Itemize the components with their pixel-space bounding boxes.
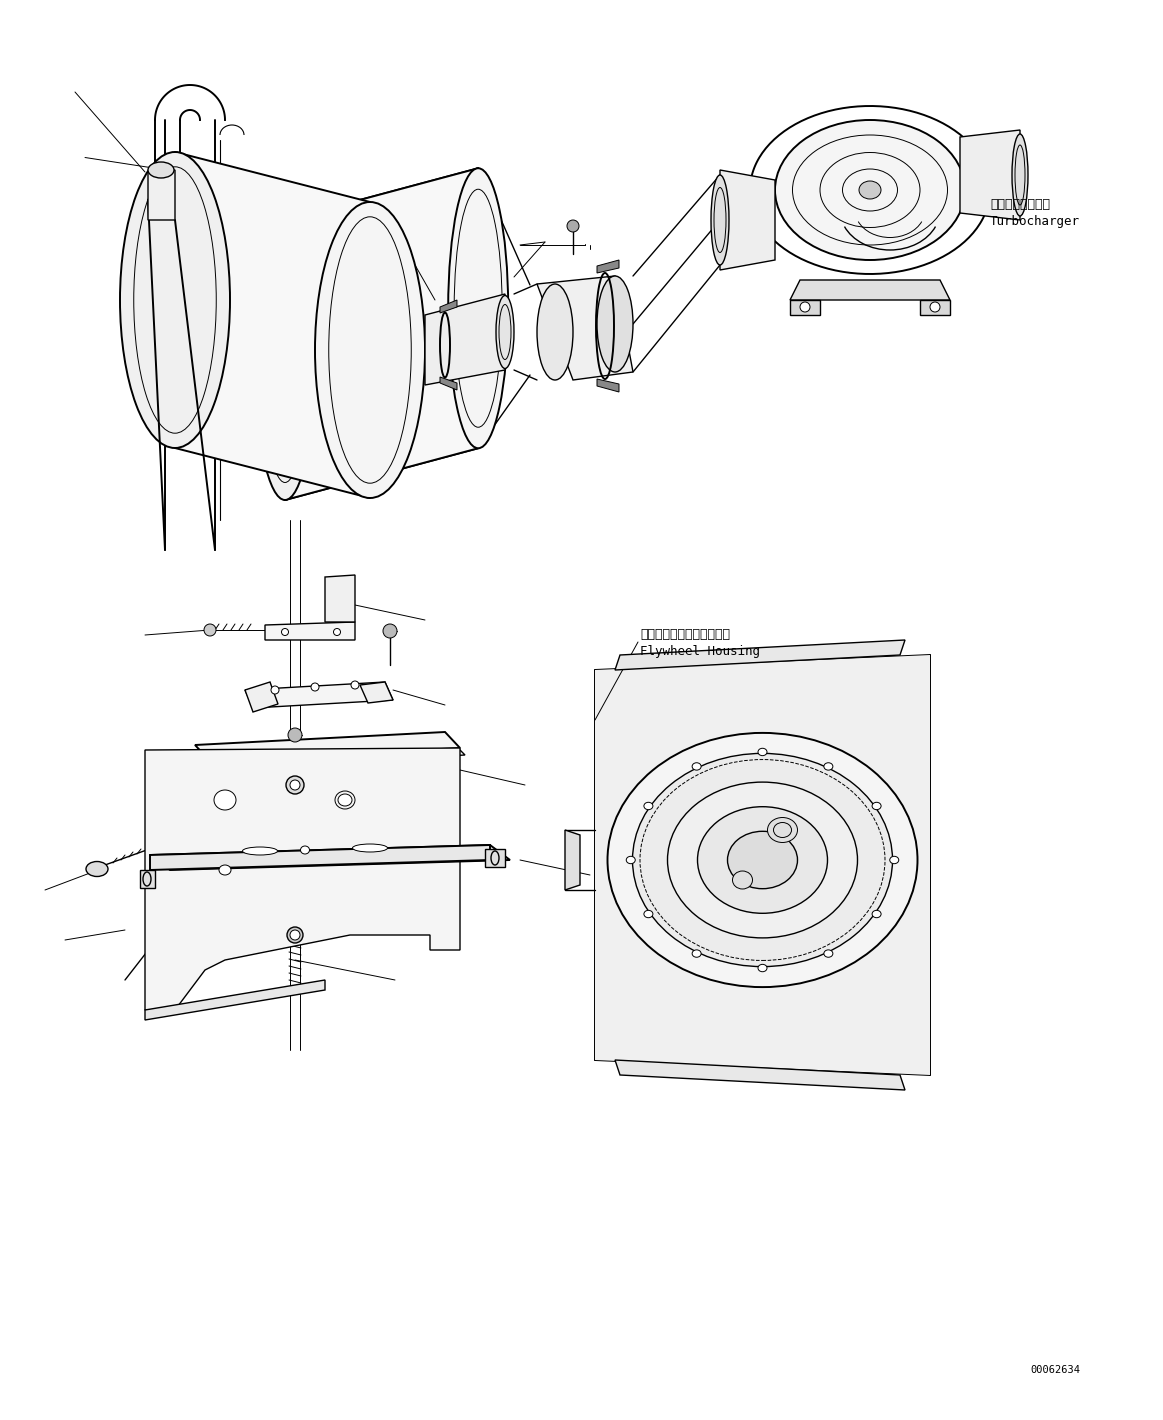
Ellipse shape: [930, 302, 940, 312]
Polygon shape: [959, 131, 1020, 220]
Ellipse shape: [148, 162, 174, 178]
Polygon shape: [324, 575, 355, 622]
Polygon shape: [361, 682, 393, 703]
Polygon shape: [595, 655, 930, 1075]
Ellipse shape: [243, 846, 278, 855]
Ellipse shape: [204, 623, 216, 636]
Text: ターボチャージャ: ターボチャージャ: [990, 199, 1050, 212]
Polygon shape: [440, 376, 457, 390]
Polygon shape: [195, 736, 465, 770]
Ellipse shape: [255, 220, 315, 500]
Ellipse shape: [286, 775, 304, 794]
Ellipse shape: [872, 910, 882, 917]
Polygon shape: [720, 170, 775, 270]
Polygon shape: [174, 152, 370, 498]
Ellipse shape: [120, 152, 230, 447]
Polygon shape: [565, 831, 580, 890]
Ellipse shape: [758, 748, 768, 755]
Polygon shape: [615, 640, 905, 670]
Ellipse shape: [668, 782, 857, 937]
Polygon shape: [597, 379, 619, 392]
Ellipse shape: [711, 175, 729, 266]
Polygon shape: [150, 845, 490, 870]
Ellipse shape: [633, 754, 892, 967]
Ellipse shape: [155, 209, 180, 222]
Ellipse shape: [644, 802, 652, 809]
Ellipse shape: [448, 168, 508, 449]
Polygon shape: [140, 870, 155, 888]
Polygon shape: [245, 682, 393, 709]
Polygon shape: [615, 1059, 905, 1091]
Ellipse shape: [495, 295, 514, 369]
Ellipse shape: [692, 950, 701, 957]
Ellipse shape: [281, 629, 288, 636]
Polygon shape: [920, 300, 950, 315]
Ellipse shape: [300, 846, 309, 853]
Ellipse shape: [86, 862, 108, 876]
Polygon shape: [195, 731, 461, 761]
Polygon shape: [424, 294, 505, 385]
Ellipse shape: [219, 865, 231, 875]
Ellipse shape: [271, 686, 279, 694]
Text: Turbocharger: Turbocharger: [990, 216, 1080, 229]
Polygon shape: [245, 682, 278, 711]
Ellipse shape: [352, 843, 387, 852]
Ellipse shape: [872, 802, 882, 809]
Ellipse shape: [775, 121, 965, 260]
Ellipse shape: [728, 831, 798, 889]
Ellipse shape: [607, 733, 918, 987]
Ellipse shape: [351, 682, 359, 689]
Ellipse shape: [626, 856, 635, 863]
Ellipse shape: [311, 683, 319, 692]
Ellipse shape: [733, 870, 752, 889]
Ellipse shape: [823, 950, 833, 957]
Ellipse shape: [315, 202, 424, 498]
Ellipse shape: [597, 275, 633, 372]
Ellipse shape: [644, 910, 652, 917]
Ellipse shape: [800, 302, 809, 312]
Ellipse shape: [1012, 133, 1028, 216]
Ellipse shape: [287, 927, 304, 943]
Polygon shape: [145, 980, 324, 1020]
Ellipse shape: [758, 964, 768, 971]
Ellipse shape: [890, 856, 899, 863]
Polygon shape: [790, 300, 820, 315]
Ellipse shape: [823, 763, 833, 770]
Ellipse shape: [698, 807, 828, 913]
Ellipse shape: [334, 629, 341, 636]
Polygon shape: [148, 170, 174, 220]
Ellipse shape: [491, 851, 499, 865]
Ellipse shape: [338, 794, 352, 807]
Ellipse shape: [290, 780, 300, 790]
Polygon shape: [265, 622, 355, 640]
Polygon shape: [150, 845, 511, 870]
Polygon shape: [537, 275, 633, 381]
Polygon shape: [597, 260, 619, 273]
Polygon shape: [790, 280, 950, 300]
Text: Flywheel Housing: Flywheel Housing: [640, 646, 759, 659]
Polygon shape: [440, 300, 457, 312]
Ellipse shape: [692, 763, 701, 770]
Ellipse shape: [537, 284, 573, 381]
Ellipse shape: [143, 872, 151, 886]
Ellipse shape: [859, 180, 882, 199]
Ellipse shape: [383, 623, 397, 638]
Polygon shape: [285, 168, 478, 500]
Ellipse shape: [290, 930, 300, 940]
Text: 00062634: 00062634: [1030, 1365, 1080, 1375]
Ellipse shape: [288, 728, 302, 743]
Ellipse shape: [214, 790, 236, 809]
Text: フライホイールハウジング: フライホイールハウジング: [640, 629, 730, 642]
Ellipse shape: [768, 818, 798, 842]
Polygon shape: [485, 849, 505, 868]
Polygon shape: [145, 748, 461, 1010]
Ellipse shape: [568, 220, 579, 231]
